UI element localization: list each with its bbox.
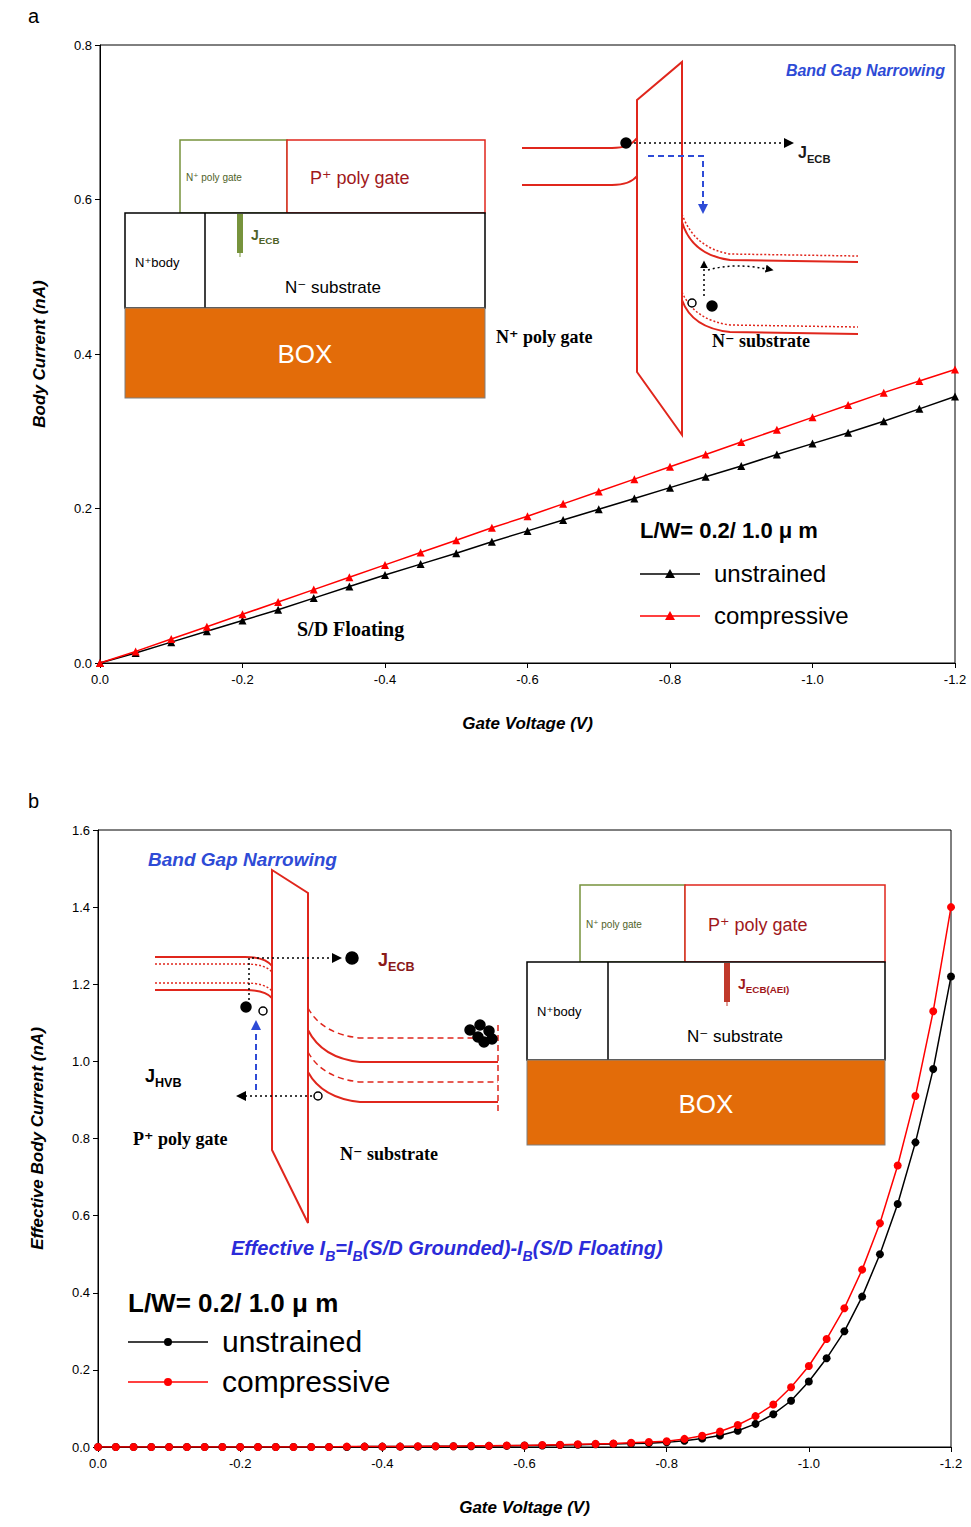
svg-text:Effective IB=IB(S/D Grounded)-: Effective IB=IB(S/D Grounded)-IB(S/D Flo… — [231, 1237, 663, 1264]
svg-text:Effective Body Current (nA): Effective Body Current (nA) — [28, 1027, 47, 1250]
svg-text:0.0: 0.0 — [91, 672, 109, 687]
svg-text:-0.8: -0.8 — [659, 672, 681, 687]
svg-text:Body Current (nA): Body Current (nA) — [30, 280, 49, 428]
svg-text:b: b — [28, 790, 39, 812]
svg-text:N⁺ poly gate: N⁺ poly gate — [186, 172, 242, 183]
svg-text:N⁺body: N⁺body — [135, 255, 180, 270]
svg-text:L/W= 0.2/ 1.0 μ m: L/W= 0.2/ 1.0 μ m — [128, 1288, 338, 1318]
svg-text:N⁺body: N⁺body — [537, 1004, 582, 1019]
svg-text:JECB: JECB — [378, 950, 415, 974]
svg-text:compressive: compressive — [222, 1365, 390, 1398]
svg-text:compressive: compressive — [714, 602, 849, 629]
svg-text:1.0: 1.0 — [72, 1054, 90, 1069]
svg-text:0.4: 0.4 — [74, 347, 92, 362]
svg-text:-1.0: -1.0 — [801, 672, 823, 687]
svg-text:a: a — [28, 5, 40, 27]
svg-text:Gate Voltage (V): Gate Voltage (V) — [459, 1498, 590, 1517]
svg-text:N⁺ poly gate: N⁺ poly gate — [586, 919, 642, 930]
svg-text:P⁺ poly gate: P⁺ poly gate — [708, 915, 808, 935]
svg-text:L/W= 0.2/ 1.0 μ m: L/W= 0.2/ 1.0 μ m — [640, 518, 818, 543]
svg-text:N⁺ poly gate: N⁺ poly gate — [496, 327, 593, 347]
svg-text:0.4: 0.4 — [72, 1285, 90, 1300]
svg-text:unstrained: unstrained — [222, 1325, 362, 1358]
svg-text:Gate Voltage (V): Gate Voltage (V) — [462, 714, 593, 733]
svg-text:0.8: 0.8 — [72, 1131, 90, 1146]
svg-text:Band Gap Narrowing: Band Gap Narrowing — [786, 62, 945, 79]
svg-text:-0.4: -0.4 — [374, 672, 396, 687]
svg-text:1.4: 1.4 — [72, 900, 90, 915]
svg-text:P⁺ poly gate: P⁺ poly gate — [133, 1129, 228, 1149]
svg-text:0.6: 0.6 — [74, 192, 92, 207]
svg-text:-0.2: -0.2 — [231, 672, 253, 687]
svg-text:JECB: JECB — [251, 227, 279, 246]
svg-text:BOX: BOX — [679, 1089, 734, 1119]
svg-text:1.2: 1.2 — [72, 977, 90, 992]
svg-text:1.6: 1.6 — [72, 823, 90, 838]
svg-text:N⁻ substrate: N⁻ substrate — [285, 278, 381, 297]
svg-text:JHVB: JHVB — [145, 1066, 182, 1090]
svg-text:-0.2: -0.2 — [229, 1456, 251, 1471]
svg-text:-0.4: -0.4 — [371, 1456, 393, 1471]
svg-text:-0.8: -0.8 — [655, 1456, 677, 1471]
svg-text:-1.2: -1.2 — [944, 672, 966, 687]
svg-text:0.8: 0.8 — [74, 38, 92, 53]
svg-text:BOX: BOX — [278, 339, 333, 369]
svg-text:-1.0: -1.0 — [798, 1456, 820, 1471]
svg-text:Band Gap Narrowing: Band Gap Narrowing — [148, 849, 337, 870]
svg-text:S/D Floating: S/D Floating — [297, 618, 404, 641]
svg-text:-1.2: -1.2 — [940, 1456, 962, 1471]
svg-text:JECB: JECB — [798, 144, 831, 165]
svg-text:0.0: 0.0 — [72, 1440, 90, 1455]
svg-text:0.6: 0.6 — [72, 1208, 90, 1223]
svg-text:-0.6: -0.6 — [516, 672, 538, 687]
svg-text:N⁻ substrate: N⁻ substrate — [712, 331, 810, 351]
svg-text:0.2: 0.2 — [72, 1362, 90, 1377]
svg-text:0.2: 0.2 — [74, 501, 92, 516]
svg-text:P⁺ poly gate: P⁺ poly gate — [310, 168, 410, 188]
svg-text:unstrained: unstrained — [714, 560, 826, 587]
svg-text:N⁻ substrate: N⁻ substrate — [687, 1027, 783, 1046]
svg-text:0.0: 0.0 — [74, 656, 92, 671]
svg-text:JECB(AEI): JECB(AEI) — [738, 976, 789, 995]
svg-text:-0.6: -0.6 — [513, 1456, 535, 1471]
svg-text:N⁻ substrate: N⁻ substrate — [340, 1144, 438, 1164]
svg-text:0.0: 0.0 — [89, 1456, 107, 1471]
